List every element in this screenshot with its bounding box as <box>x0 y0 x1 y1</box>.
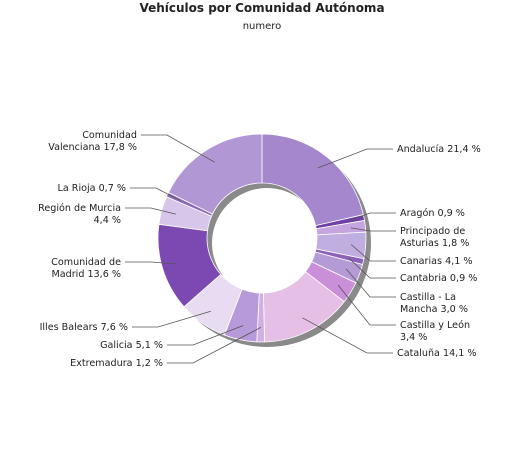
slice-label-line: Castilla - La <box>400 292 456 303</box>
leader-line-principado-de-asturias <box>350 227 396 232</box>
slice-label-castilla-y-leon: Castilla y León 3,4 % <box>400 319 470 343</box>
slice-label-region-de-murcia: Región de Murcia 4,4 % <box>38 202 121 226</box>
slice-label-line: La Rioja 0,7 % <box>58 183 127 194</box>
leader-lines <box>125 134 396 364</box>
slice-label-line: 3,4 % <box>400 332 427 343</box>
slice-label-line: Castilla y León <box>400 319 470 331</box>
leader-line-comunidad-valenciana <box>141 134 215 163</box>
slice-label-line: Cantabria 0,9 % <box>400 273 477 284</box>
slice-label-line: Aragón 0,9 % <box>400 207 465 219</box>
slice-label-line: Principado de <box>400 226 465 237</box>
slice-label-line: Mancha 3,0 % <box>400 304 468 315</box>
slice-label-galicia: Galicia 5,1 % <box>100 340 163 351</box>
leader-line-castilla-la-mancha <box>345 268 396 298</box>
leader-line-canarias <box>350 244 396 262</box>
slice-label-la-rioja: La Rioja 0,7 % <box>58 183 127 194</box>
slice-label-line: Valenciana 17,8 % <box>48 142 137 153</box>
slice-label-cantabria: Cantabria 0,9 % <box>400 273 477 284</box>
leader-line-aragon <box>349 212 396 221</box>
leader-line-illes-balears <box>132 310 211 328</box>
slice-label-line: Comunidad de <box>51 257 121 268</box>
slice-label-illes-balears: Illes Balears 7,6 % <box>40 322 128 333</box>
slice-label-line: Cataluña 14,1 % <box>397 348 477 359</box>
slice-label-line: 4,4 % <box>94 215 121 226</box>
slice-label-comunidad-de-madrid: Comunidad de Madrid 13,6 % <box>51 257 121 280</box>
slice-labels: Andalucía 21,4 % Aragón 0,9 % Principado d… <box>38 130 481 369</box>
leader-line-galicia <box>167 325 244 346</box>
slice-comunidad-valenciana <box>167 133 263 215</box>
slice-label-line: Galicia 5,1 % <box>100 340 163 351</box>
chart-subtitle: numero <box>243 21 282 32</box>
leader-line-extremadura <box>167 327 262 364</box>
slice-label-line: Asturias 1,8 % <box>400 238 469 249</box>
slice-label-line: Comunidad <box>82 130 137 141</box>
slice-label-andalucia: Andalucía 21,4 % <box>397 143 481 155</box>
slice-label-line: Canarias 4,1 % <box>400 256 473 267</box>
slice-label-line: Madrid 13,6 % <box>51 269 121 280</box>
slice-label-principado-de-asturias: Principado de Asturias 1,8 % <box>400 226 469 249</box>
leader-line-cantabria <box>348 258 396 279</box>
slice-label-line: Illes Balears 7,6 % <box>40 322 128 333</box>
slice-label-line: Región de Murcia <box>38 202 121 214</box>
slice-label-extremadura: Extremadura 1,2 % <box>70 358 163 369</box>
donut-slices <box>157 133 367 343</box>
leader-line-comunidad-de-madrid <box>125 261 177 265</box>
leader-line-castilla-y-leon <box>337 284 396 326</box>
slice-label-castilla-la-mancha: Castilla - La Mancha 3,0 % <box>400 292 468 315</box>
slice-label-line: Andalucía 21,4 % <box>397 143 481 155</box>
leader-line-region-de-murcia <box>125 207 176 215</box>
slice-label-cataluna: Cataluña 14,1 % <box>397 348 477 359</box>
leader-line-la-rioja <box>130 187 181 202</box>
slice-label-line: Extremadura 1,2 % <box>70 358 163 369</box>
leader-line-andalucia <box>317 148 393 169</box>
slice-label-comunidad-valenciana: Comunidad Valenciana 17,8 % <box>48 130 137 153</box>
chart-title: Vehículos por Comunidad Autónoma <box>139 1 384 15</box>
slice-label-canarias: Canarias 4,1 % <box>400 256 473 267</box>
leader-line-cataluna <box>302 317 393 354</box>
slice-label-aragon: Aragón 0,9 % <box>400 207 465 219</box>
slice-andalucia <box>261 133 364 227</box>
